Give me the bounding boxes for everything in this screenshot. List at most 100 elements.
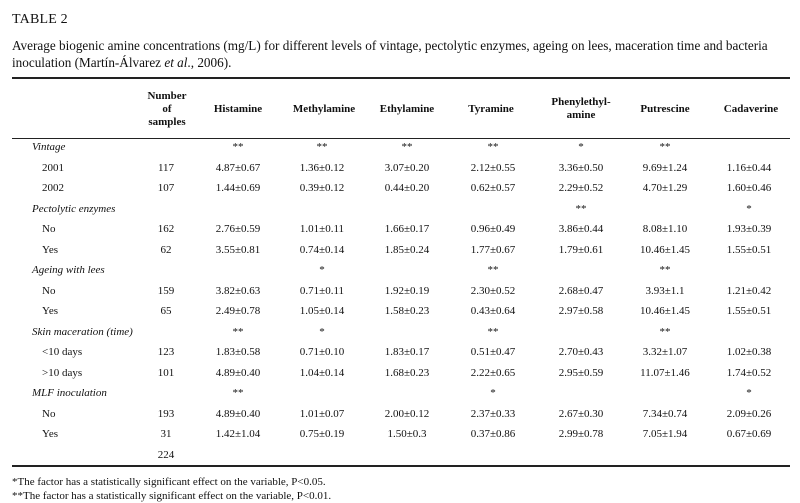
level-label: <10 days	[42, 346, 83, 358]
table-cell: 1.60±0.46	[726, 182, 772, 194]
table-cell: **	[487, 325, 499, 338]
table-cell: *	[490, 387, 496, 399]
table-cell: 1.02±0.38	[726, 346, 772, 358]
header-tyramine: Tyramine	[468, 102, 514, 115]
table-cell: 1.66±0.17	[384, 223, 430, 235]
table-row: No 162 2.76±0.59 1.01±0.11 1.66±0.17 0.96±0.4…	[0, 223, 800, 243]
table-cell: 193	[157, 407, 175, 420]
level-label: No	[42, 284, 56, 297]
table-cell: **	[659, 264, 671, 276]
table-cell: 1.68±0.23	[384, 366, 430, 379]
level-label: 2002	[42, 182, 64, 194]
level-label: 2001	[42, 161, 64, 174]
level-label: Yes	[42, 428, 59, 440]
table-cell: 4.89±0.40	[215, 407, 261, 420]
footnote-p05: *The factor has a statistically signific…	[12, 476, 326, 488]
table-cell: **	[316, 141, 328, 153]
table-cell: 1.85±0.24	[384, 243, 430, 256]
table-row: <10 days 123 1.83±0.58 0.71±0.10 1.83±0.17 0.…	[0, 346, 800, 366]
table-cell: 8.08±1.10	[642, 223, 688, 235]
table-cell: 2.37±0.33	[470, 407, 516, 420]
table-cell: 1.21±0.42	[726, 284, 772, 297]
table-cell: 0.37±0.86	[470, 428, 516, 440]
table-cell: 1.55±0.51	[726, 305, 772, 317]
header-methylamine: Methylamine	[292, 102, 356, 115]
table-cell: 0.74±0.14	[299, 243, 345, 256]
table-cell: 9.69±1.24	[642, 161, 688, 174]
table-cell: 62	[160, 243, 172, 256]
table-cell: *	[319, 264, 325, 276]
table-cell: 3.55±0.81	[215, 243, 261, 256]
table-cell: **	[232, 141, 244, 153]
table-cell: 4.70±1.29	[642, 182, 688, 194]
table-row: Yes 62 3.55±0.81 0.74±0.14 1.85±0.24 1.77±0.6…	[0, 244, 800, 264]
header-number-of-samples: Number of samples	[147, 89, 187, 128]
table-cell: 1.44±0.69	[215, 182, 261, 194]
table-cell: 2.09±0.26	[726, 407, 772, 420]
table-top-rule	[12, 77, 790, 79]
table-cell: 1.01±0.07	[299, 407, 345, 420]
table-cell: 3.32±1.07	[642, 346, 688, 358]
table-cell: *	[319, 325, 325, 338]
table-cell: 2.30±0.52	[470, 284, 516, 297]
group-row: Pectolytic enzymes ** *	[0, 203, 800, 223]
table-cell: 4.89±0.40	[215, 366, 261, 379]
table-cell: 2.76±0.59	[215, 223, 261, 235]
level-label: >10 days	[42, 366, 83, 379]
table-cell: 3.07±0.20	[384, 161, 430, 174]
table-caption: Average biogenic amine concentrations (m…	[12, 37, 794, 71]
table-cell: 2.97±0.58	[558, 305, 604, 317]
group-row: Skin maceration (time) ** * ** **	[0, 326, 800, 346]
header-phenylethylamine: Phenylethyl-amine	[551, 96, 611, 121]
table-cell: 2.95±0.59	[558, 366, 604, 379]
table-cell: 3.93±1.1	[645, 284, 685, 297]
group-row: MLF inoculation ** * *	[0, 387, 800, 407]
table-cell: 65	[160, 305, 172, 317]
level-label: Yes	[42, 243, 59, 256]
table-cell: 3.82±0.63	[215, 284, 261, 297]
table-bottom-rule	[12, 465, 790, 467]
table-cell: 1.36±0.12	[299, 161, 345, 174]
table-cell: *	[746, 202, 752, 215]
table-row: 2002 107 1.44±0.69 0.39±0.12 0.44±0.20 0.62±0…	[0, 182, 800, 202]
table-cell: 1.16±0.44	[726, 161, 772, 174]
table-cell: 123	[157, 346, 175, 358]
table-cell: 117	[157, 161, 175, 174]
table-cell: 4.87±0.67	[215, 161, 261, 174]
table-cell: **	[487, 141, 499, 153]
table-cell: **	[401, 141, 413, 153]
table-cell: 3.86±0.44	[558, 223, 604, 235]
table-row: No 193 4.89±0.40 1.01±0.07 2.00±0.12 2.37±0.3…	[0, 408, 800, 428]
table-cell: 224	[157, 448, 175, 461]
table-cell: 1.92±0.19	[384, 284, 430, 297]
table-cell: **	[659, 141, 671, 153]
table-cell: **	[232, 387, 244, 399]
table-cell: 0.71±0.11	[299, 284, 345, 297]
table-cell: 1.58±0.23	[384, 305, 430, 317]
table-cell: **	[659, 325, 671, 338]
level-label: Yes	[42, 305, 59, 317]
table-cell: 0.62±0.57	[470, 182, 516, 194]
table-cell: 162	[157, 223, 175, 235]
table-cell: 0.39±0.12	[299, 182, 345, 194]
group-row: Ageing with lees * ** **	[0, 264, 800, 284]
table-cell: 2.68±0.47	[558, 284, 604, 297]
level-label: No	[42, 223, 56, 235]
table-cell: 0.43±0.64	[470, 305, 516, 317]
table-cell: 1.74±0.52	[726, 366, 772, 379]
header-histamine: Histamine	[213, 102, 263, 115]
table-label: TABLE 2	[12, 12, 68, 27]
factor-label: Vintage	[32, 141, 66, 153]
table-cell: 1.42±1.04	[215, 428, 261, 440]
table-row: No 159 3.82±0.63 0.71±0.11 1.92±0.19 2.30±0.5…	[0, 285, 800, 305]
table-cell: 1.79±0.61	[558, 243, 604, 256]
table-cell: 101	[157, 366, 175, 379]
table-cell: 7.05±1.94	[642, 428, 688, 440]
table-cell: 7.34±0.74	[642, 407, 688, 420]
table-cell: *	[578, 141, 584, 153]
table-cell: 1.04±0.14	[299, 366, 345, 379]
table-cell: 2.70±0.43	[558, 346, 604, 358]
table-cell: 1.93±0.39	[726, 223, 772, 235]
table-cell: 1.77±0.67	[470, 243, 516, 256]
table-cell: 10.46±1.45	[639, 243, 691, 256]
